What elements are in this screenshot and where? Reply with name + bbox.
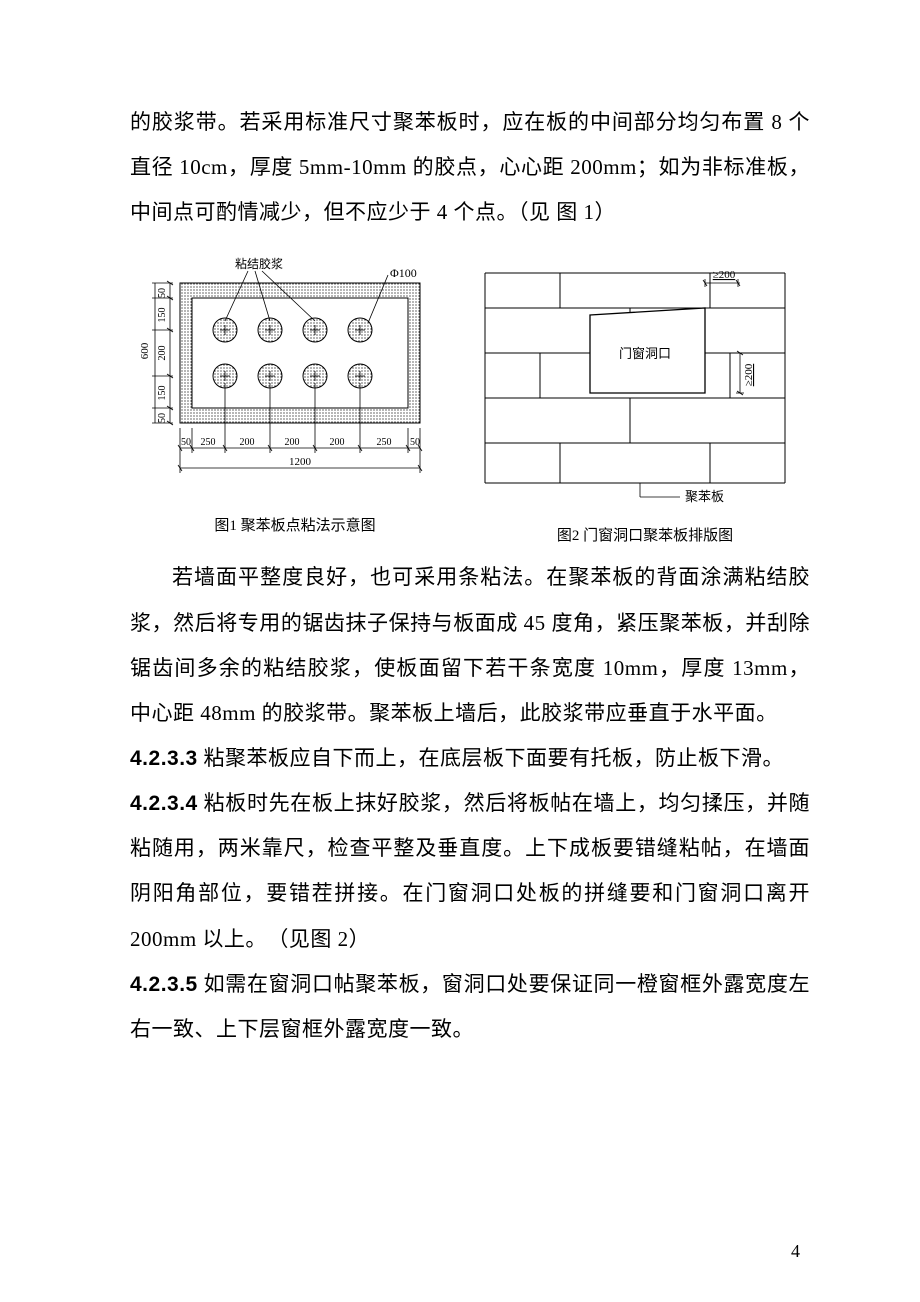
fig2-dim-200a: ≥200 xyxy=(713,269,736,281)
fig1-dim-x2: 200 xyxy=(240,437,255,448)
figures-row: 粘结胶浆 Φ100 xyxy=(130,253,810,545)
fig1-dim-y3: 150 xyxy=(157,386,168,401)
document-page: 的胶浆带。若采用标准尺寸聚苯板时，应在板的中间部分均匀布置 8 个直径 10cm… xyxy=(0,0,920,1302)
fig1-dim-y4: 50 xyxy=(157,413,168,423)
para-4-label: 4.2.3.4 xyxy=(130,792,198,815)
fig1-label-glue: 粘结胶浆 xyxy=(235,256,283,271)
paragraph-1: 的胶浆带。若采用标准尺寸聚苯板时，应在板的中间部分均匀布置 8 个直径 10cm… xyxy=(130,100,810,235)
figure-2: 门窗洞口 ≥200 ≥200 xyxy=(480,253,810,545)
fig2-dim-200b: ≥200 xyxy=(743,364,755,387)
fig1-dim-y-total: 600 xyxy=(139,343,151,360)
fig2-label-board: 聚苯板 xyxy=(685,489,724,504)
paragraph-2: 若墙面平整度良好，也可采用条粘法。在聚苯板的背面涂满粘结胶浆，然后将专用的锯齿抹… xyxy=(130,555,810,736)
fig1-dim-y0: 50 xyxy=(157,288,168,298)
fig2-label-opening: 门窗洞口 xyxy=(619,346,671,361)
paragraph-3: 4.2.3.3 粘聚苯板应自下而上，在底层板下面要有托板，防止板下滑。 xyxy=(130,736,810,781)
para-5-text: 如需在窗洞口帖聚苯板，窗洞口处要保证同一橙窗框外露宽度左右一致、上下层窗框外露宽… xyxy=(130,972,810,1041)
paragraph-4: 4.2.3.4 粘板时先在板上抹好胶浆，然后将板帖在墙上，均匀揉压，并随粘随用，… xyxy=(130,781,810,962)
figure-1-svg: 粘结胶浆 Φ100 xyxy=(130,253,460,503)
para-3-label: 4.2.3.3 xyxy=(130,747,198,770)
fig1-dim-x3: 200 xyxy=(285,437,300,448)
paragraph-5: 4.2.3.5 如需在窗洞口帖聚苯板，窗洞口处要保证同一橙窗框外露宽度左右一致、… xyxy=(130,962,810,1052)
para-4-text: 粘板时先在板上抹好胶浆，然后将板帖在墙上，均匀揉压，并随粘随用，两米靠尺，检查平… xyxy=(130,791,810,950)
fig1-dim-y1: 150 xyxy=(157,308,168,323)
fig1-dim-x4: 200 xyxy=(330,437,345,448)
para-5-label: 4.2.3.5 xyxy=(130,973,198,996)
figure-1-caption: 图1 聚苯板点粘法示意图 xyxy=(130,514,460,535)
fig1-dim-x0: 50 xyxy=(181,437,191,448)
figure-1: 粘结胶浆 Φ100 xyxy=(130,253,460,545)
fig1-dim-x-total: 1200 xyxy=(289,456,312,468)
page-number: 4 xyxy=(791,1241,800,1262)
fig1-dim-x6: 50 xyxy=(410,437,420,448)
fig1-label-diam: Φ100 xyxy=(390,266,417,280)
fig1-dim-x5: 250 xyxy=(377,437,392,448)
fig1-dim-x1: 250 xyxy=(201,437,216,448)
figure-2-svg: 门窗洞口 ≥200 ≥200 xyxy=(480,253,810,513)
para-3-text: 粘聚苯板应自下而上，在底层板下面要有托板，防止板下滑。 xyxy=(198,746,784,770)
figure-2-caption: 图2 门窗洞口聚苯板排版图 xyxy=(480,524,810,545)
fig1-dim-y2: 200 xyxy=(157,346,168,361)
